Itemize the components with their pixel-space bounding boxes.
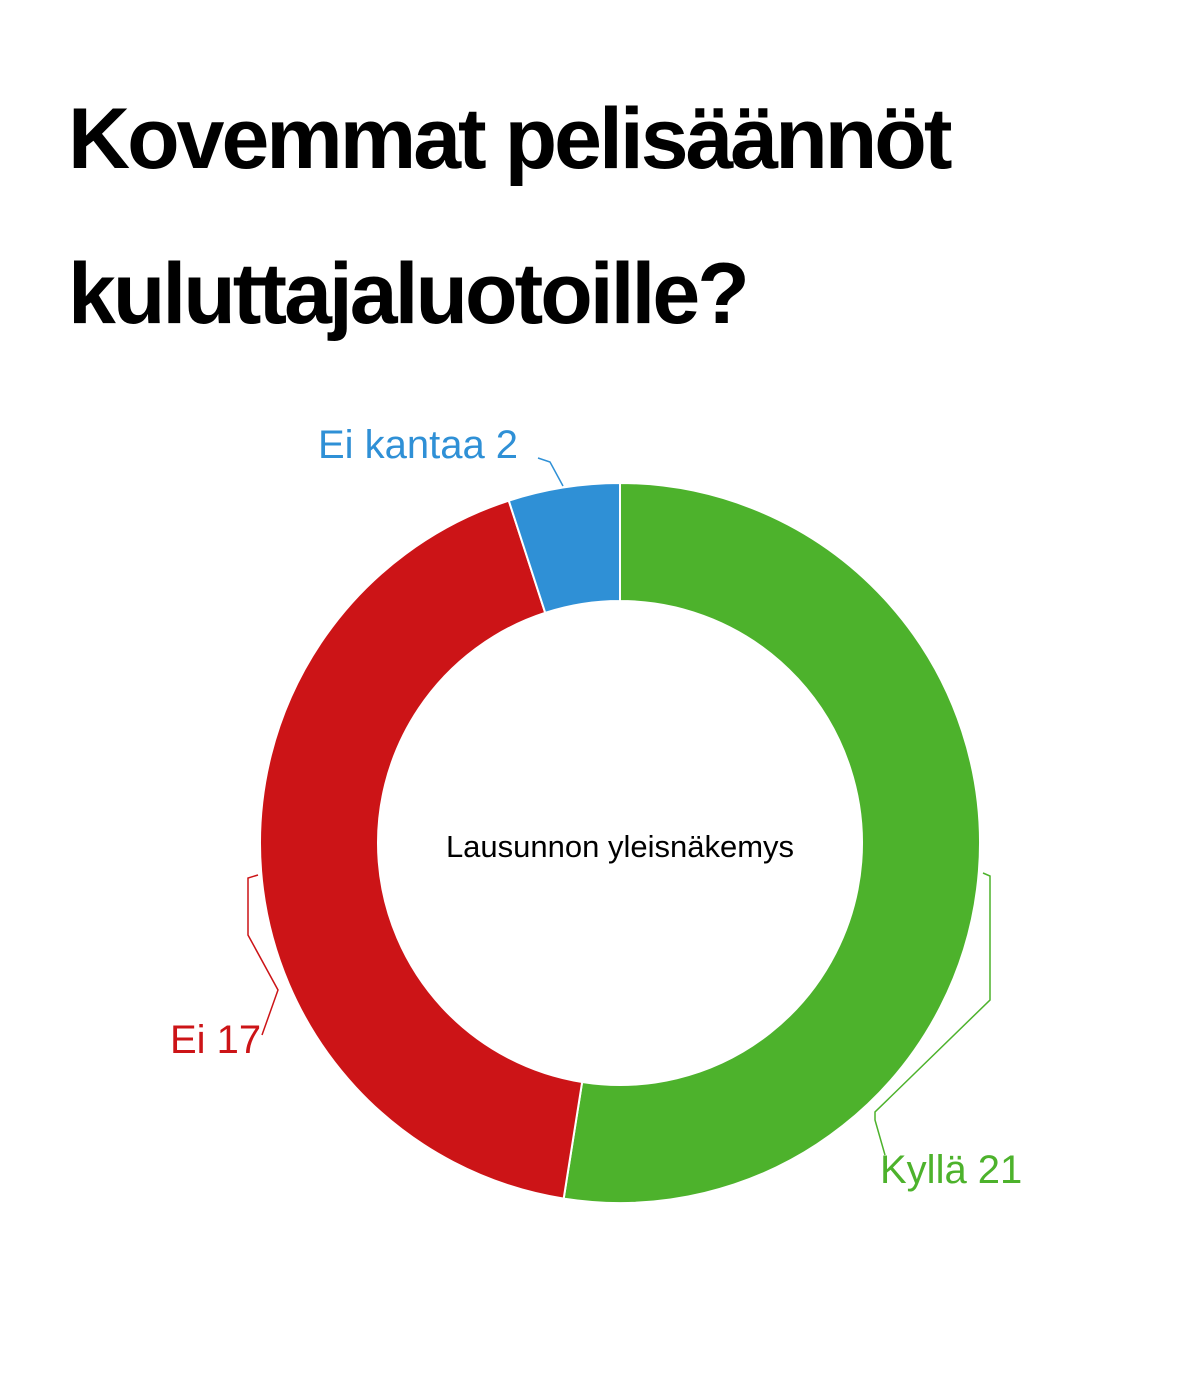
category-label: Ei kantaa — [318, 423, 486, 467]
value-label: 2 — [496, 423, 518, 467]
data-label: Ei 17 — [170, 1018, 261, 1062]
data-label: Kyllä 21 — [880, 1148, 1022, 1192]
center-label: Lausunnon yleisnäkemys — [446, 829, 794, 864]
chart-title: Kovemmat pelisäännöt kuluttajaluotoille? — [68, 91, 952, 342]
value-label: 17 — [217, 1018, 262, 1062]
category-label: Ei — [170, 1018, 206, 1062]
donut-segment — [507, 481, 621, 615]
data-label: Ei kantaa 2 — [318, 423, 518, 467]
donut-segment — [562, 481, 981, 1204]
value-label: 21 — [978, 1148, 1023, 1192]
category-label: Kyllä — [880, 1148, 967, 1192]
leader-line — [247, 874, 279, 1036]
leader-line — [874, 872, 991, 1156]
leader-line — [537, 457, 564, 487]
donut-segment — [259, 499, 584, 1200]
